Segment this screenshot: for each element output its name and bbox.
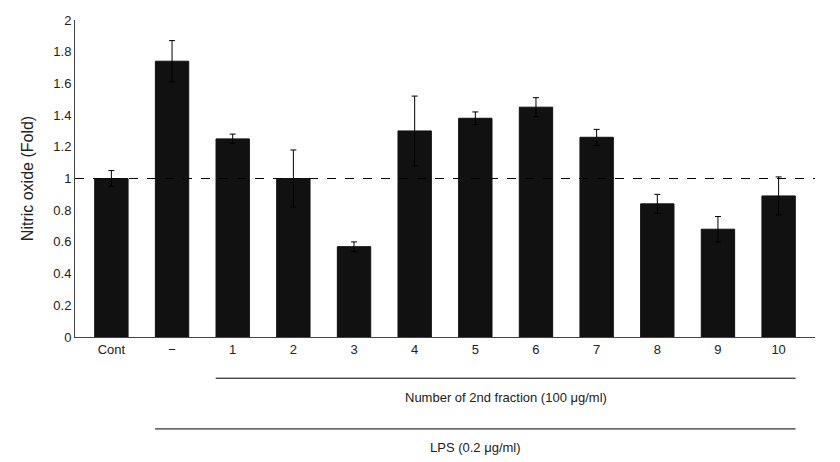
svg-text:3: 3 bbox=[350, 342, 357, 357]
svg-text:2: 2 bbox=[64, 13, 71, 28]
svg-text:0: 0 bbox=[64, 330, 71, 345]
svg-text:5: 5 bbox=[472, 342, 479, 357]
svg-text:−: − bbox=[168, 342, 176, 357]
svg-text:1.2: 1.2 bbox=[53, 139, 71, 154]
svg-text:2: 2 bbox=[290, 342, 297, 357]
svg-text:1.8: 1.8 bbox=[53, 44, 71, 59]
svg-text:1: 1 bbox=[229, 342, 236, 357]
svg-text:9: 9 bbox=[714, 342, 721, 357]
svg-text:1.6: 1.6 bbox=[53, 76, 71, 91]
svg-text:0.8: 0.8 bbox=[53, 203, 71, 218]
svg-text:1.4: 1.4 bbox=[53, 108, 71, 123]
svg-text:Nitric oxide (Fold): Nitric oxide (Fold) bbox=[19, 116, 36, 241]
svg-text:0.2: 0.2 bbox=[53, 298, 71, 313]
svg-text:7: 7 bbox=[593, 342, 600, 357]
svg-text:Cont: Cont bbox=[98, 342, 126, 357]
svg-text:6: 6 bbox=[532, 342, 539, 357]
svg-text:4: 4 bbox=[411, 342, 418, 357]
svg-text:Number of 2nd fraction (100 μg: Number of 2nd fraction (100 μg/ml) bbox=[405, 390, 607, 405]
svg-text:1: 1 bbox=[64, 171, 71, 186]
svg-text:10: 10 bbox=[771, 342, 785, 357]
svg-text:LPS (0.2 μg/ml): LPS (0.2 μg/ml) bbox=[430, 440, 521, 455]
svg-text:0.4: 0.4 bbox=[53, 266, 71, 281]
svg-text:0.6: 0.6 bbox=[53, 234, 71, 249]
svg-text:8: 8 bbox=[654, 342, 661, 357]
